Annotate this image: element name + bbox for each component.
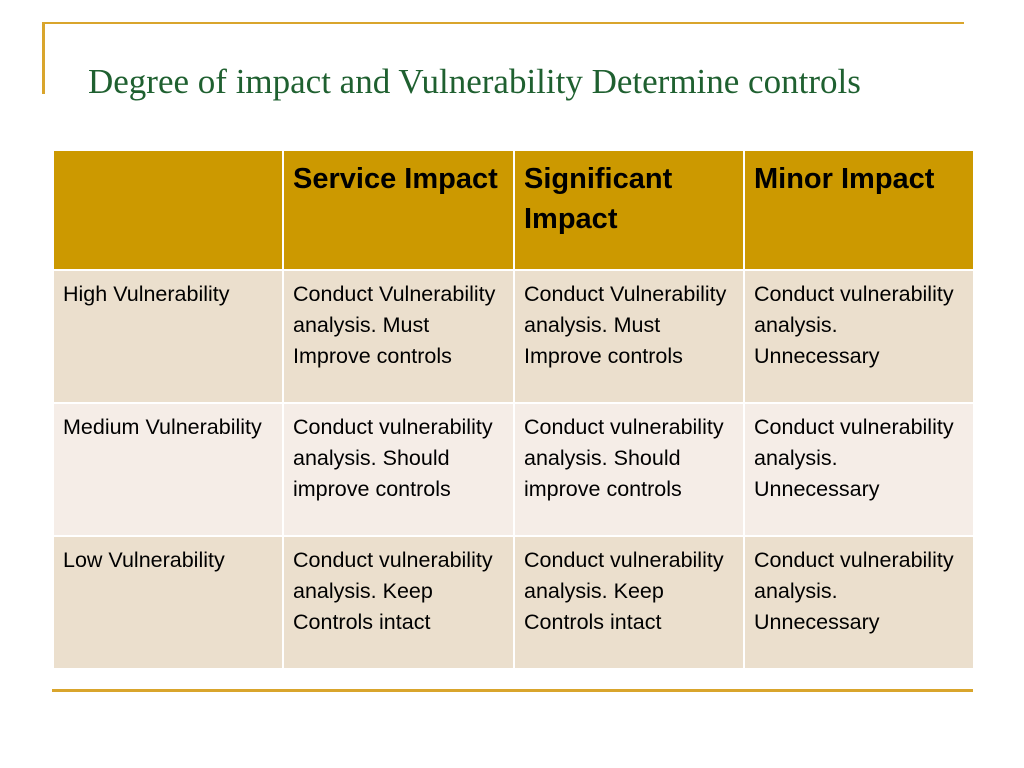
table-cell: Conduct Vulnerability analysis. Must Imp… xyxy=(282,269,515,404)
table-cell: Conduct vulnerability analysis. Keep Con… xyxy=(513,535,745,670)
table-row-low-vulnerability: Low Vulnerability Conduct vulnerability … xyxy=(52,535,975,670)
table-cell: Conduct vulnerability analysis. Unnecess… xyxy=(743,402,975,537)
table-header-row: Service Impact Significant Impact Minor … xyxy=(52,149,975,271)
table-row-high-vulnerability: High Vulnerability Conduct Vulnerability… xyxy=(52,269,975,404)
header-cell-significant-impact: Significant Impact xyxy=(513,149,745,271)
table-container: Service Impact Significant Impact Minor … xyxy=(52,149,975,670)
header-cell-service-impact: Service Impact xyxy=(282,149,515,271)
corner-accent-horizontal xyxy=(42,22,964,24)
header-cell-minor-impact: Minor Impact xyxy=(743,149,975,271)
table-cell: Conduct vulnerability analysis. Unnecess… xyxy=(743,535,975,670)
table-cell: Conduct Vulnerability analysis. Must Imp… xyxy=(513,269,745,404)
table-cell: Conduct vulnerability analysis. Should i… xyxy=(282,402,515,537)
header-cell-corner xyxy=(52,149,284,271)
row-label-cell: High Vulnerability xyxy=(52,269,284,404)
bottom-rule xyxy=(52,689,973,692)
table-cell: Conduct vulnerability analysis. Unnecess… xyxy=(743,269,975,404)
row-label-cell: Medium Vulnerability xyxy=(52,402,284,537)
table-cell: Conduct vulnerability analysis. Keep Con… xyxy=(282,535,515,670)
table-row-medium-vulnerability: Medium Vulnerability Conduct vulnerabili… xyxy=(52,402,975,537)
slide-title: Degree of impact and Vulnerability Deter… xyxy=(88,62,861,101)
row-label-cell: Low Vulnerability xyxy=(52,535,284,670)
corner-accent-vertical xyxy=(42,22,45,94)
table-cell: Conduct vulnerability analysis. Should i… xyxy=(513,402,745,537)
controls-table: Service Impact Significant Impact Minor … xyxy=(52,149,975,670)
